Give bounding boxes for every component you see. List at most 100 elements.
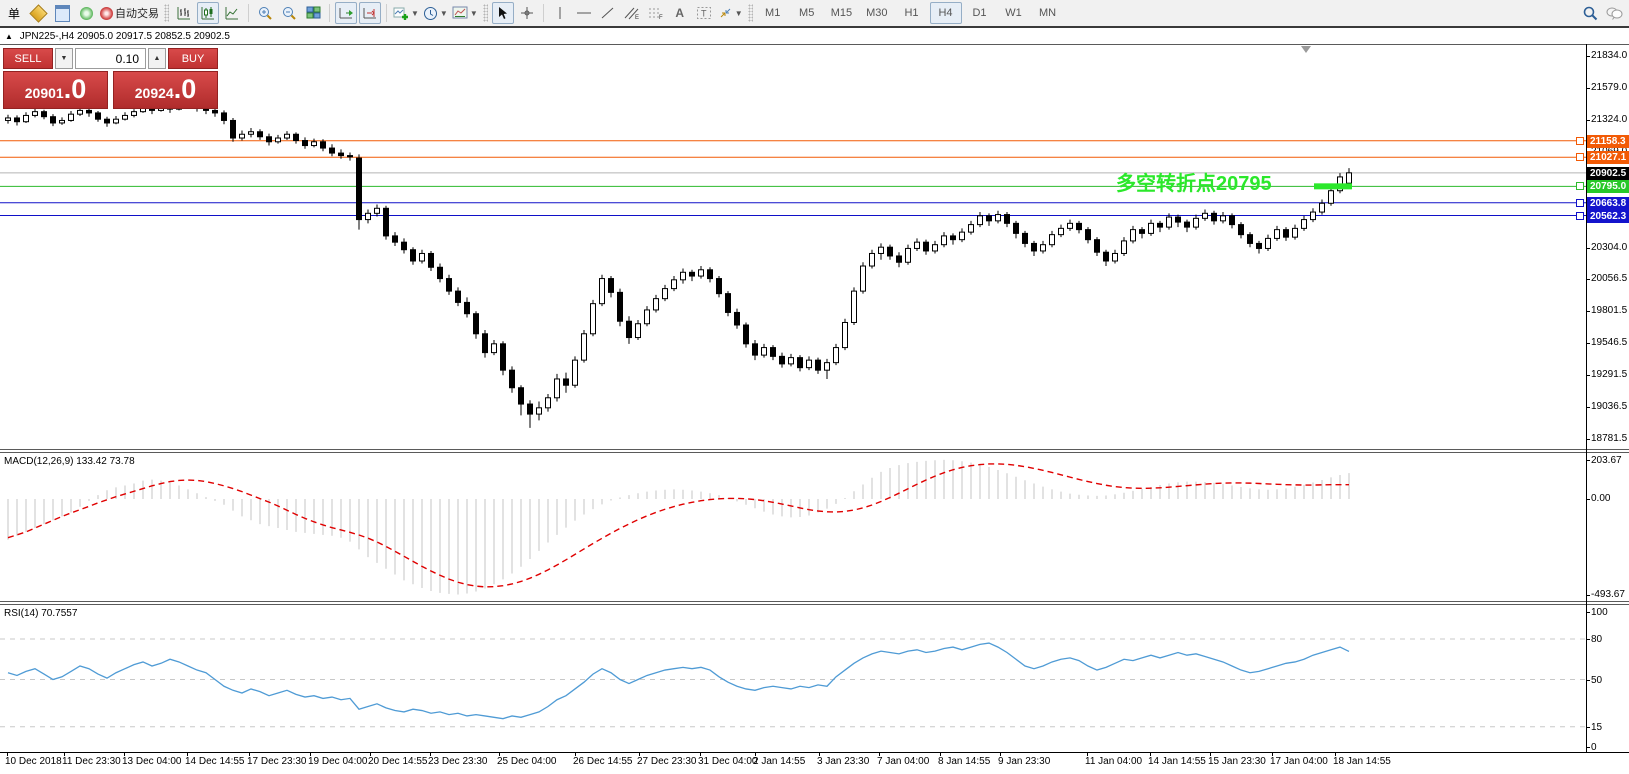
text-label-button[interactable]: T [693,2,715,24]
chevron-down-icon: ▼ [469,8,478,18]
timeframe-m30[interactable]: M30 [866,7,888,19]
tile-windows-icon [306,6,320,19]
search-icon [1583,6,1597,20]
chevron-down-icon: ▼ [439,8,448,18]
toolbar-separator [542,4,544,22]
market-watch-icon [28,3,48,23]
pane-divider[interactable] [0,449,1629,450]
svg-text:T: T [701,9,707,19]
cursor-icon [499,7,508,19]
volume-decrease-button[interactable]: ▼ [55,48,73,69]
tile-windows-button[interactable] [302,2,324,24]
arrows-button[interactable]: ▼ [717,2,744,24]
line-chart-icon [225,7,238,20]
vertical-line-icon [559,7,561,19]
zoom-in-icon [258,6,272,20]
chart-title: ▲ JPN225-,H4 20905.0 20917.5 20852.5 209… [5,31,230,42]
templates-icon [452,6,468,19]
time-axis-border [0,752,1629,753]
new-order-button[interactable]: 单 [7,6,20,21]
chevron-down-icon: ▼ [411,8,419,18]
data-window-icon [54,4,70,22]
trendline-button[interactable] [597,2,619,24]
candlestick-chart-icon [201,7,214,20]
toolbar-separator [747,4,753,22]
chat-icon [1606,7,1622,20]
navigator-button[interactable] [75,2,97,24]
macd-label: MACD(12,26,9) 133.42 73.78 [4,456,135,467]
fibonacci-button[interactable]: F [645,2,667,24]
one-click-trading-panel: SELL ▼ 0.10 ▲ BUY 20901.0 20924.0 [3,48,218,109]
macd-values: 133.42 73.78 [76,456,135,467]
autotrading-label: 自动交易 [115,8,159,20]
horizontal-line-icon [576,12,591,14]
fibonacci-icon: F [648,8,663,20]
chart-ohlc-values: 20905.0 20917.5 20852.5 20902.5 [76,31,230,42]
templates-button[interactable]: ▼ [451,2,479,24]
timeframe-m15[interactable]: M15 [830,7,853,19]
crosshair-button[interactable] [516,2,538,24]
add-indicator-button[interactable]: ▼ [392,2,420,24]
auto-scroll-button[interactable] [335,2,357,24]
text-button[interactable]: A [675,6,685,20]
zoom-out-icon [282,6,296,20]
chart-top-border [0,44,1629,45]
zoom-in-button[interactable] [254,2,276,24]
chevron-down-icon: ▼ [734,8,743,18]
crosshair-icon [520,7,533,19]
collapse-arrow-icon[interactable]: ▲ [5,32,13,41]
search-button[interactable] [1579,2,1601,24]
chart-symbol-timeframe: JPN225-,H4 [19,31,75,42]
text-label-icon: T [696,7,711,19]
chart-shift-marker-icon[interactable] [1301,46,1311,53]
trendline-icon [601,7,614,19]
cursor-button[interactable] [491,2,514,24]
candlestick-chart-button[interactable] [197,2,219,24]
chart-shift-icon [363,8,376,19]
volume-input[interactable]: 0.10 [75,48,146,69]
pane-divider[interactable] [0,604,1629,605]
pivot-annotation[interactable]: 多空转折点20795 [1116,173,1272,195]
sell-price-display[interactable]: 20901.0 [3,71,108,109]
rsi-value: 70.7557 [41,608,78,619]
volume-increase-button[interactable]: ▲ [148,48,166,69]
timeframe-h1[interactable]: H1 [904,7,919,19]
timeframe-m1[interactable]: M1 [765,7,781,19]
zoom-out-button[interactable] [278,2,300,24]
timeframe-m5[interactable]: M5 [799,7,815,19]
bar-chart-button[interactable] [173,2,195,24]
toolbar-separator [386,4,387,22]
channel-icon: E [624,7,639,20]
horizontal-line-button[interactable] [573,2,595,24]
market-watch-button[interactable] [27,2,49,24]
rsi-label: RSI(14) 70.7557 [4,608,78,619]
chat-button[interactable] [1603,2,1625,24]
pane-divider[interactable] [0,601,1629,602]
price-axis-border [1586,44,1587,752]
buy-price-display[interactable]: 20924.0 [113,71,218,109]
line-chart-button[interactable] [221,2,243,24]
channel-button[interactable]: E [621,2,643,24]
add-indicator-icon [393,7,408,20]
navigator-icon [79,6,93,20]
timeframe-h4[interactable]: H4 [929,2,962,24]
vertical-line-button[interactable] [549,2,571,24]
chart-shift-button[interactable] [359,2,381,24]
periods-clock-icon [423,6,437,20]
pane-divider[interactable] [0,452,1629,453]
timeframe-d1[interactable]: D1 [972,7,987,19]
toolbar-separator [329,4,330,22]
toolbar: 单 自动交易 [0,0,1629,28]
autotrading-icon [100,6,113,20]
svg-text:E: E [635,15,639,20]
toolbar-separator [482,4,488,22]
toolbar-separator [164,4,169,22]
buy-button[interactable]: BUY [168,48,218,69]
data-window-button[interactable] [51,2,73,24]
timeframe-mn[interactable]: MN [1038,7,1057,19]
periods-button[interactable]: ▼ [422,2,449,24]
timeframe-w1[interactable]: W1 [1005,7,1022,19]
sell-button[interactable]: SELL [3,48,53,69]
autotrading-button[interactable]: 自动交易 [99,2,160,24]
